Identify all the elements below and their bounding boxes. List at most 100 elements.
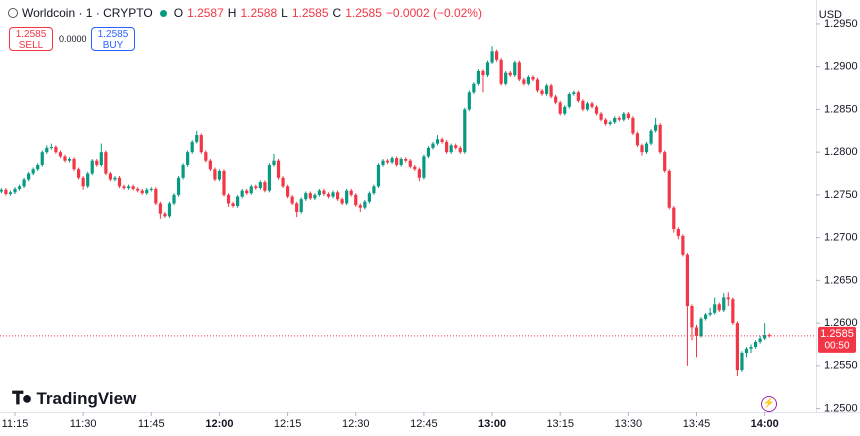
candle-body xyxy=(753,341,758,348)
candle-body xyxy=(245,190,249,194)
ohlc-value: 1.2585 xyxy=(291,6,329,20)
candle-body xyxy=(131,186,135,189)
candle-body xyxy=(163,213,167,217)
candle-body xyxy=(440,139,444,142)
candle-body xyxy=(713,304,717,313)
candle-body xyxy=(22,179,26,187)
y-tick-label: 1.2900 xyxy=(824,61,858,73)
candle-body xyxy=(531,76,535,80)
candle-body xyxy=(740,353,744,371)
candle-body xyxy=(31,169,35,174)
y-tick-label: 1.2650 xyxy=(824,274,858,286)
candle-body xyxy=(8,192,13,195)
candle-body xyxy=(299,199,303,212)
candle-body xyxy=(145,189,149,194)
candle-body xyxy=(672,207,676,230)
candle-body xyxy=(604,119,608,124)
candle-body xyxy=(649,130,653,144)
candle-body xyxy=(58,152,63,157)
candle-body xyxy=(490,51,494,63)
candle-body xyxy=(703,314,708,319)
candle-body xyxy=(590,103,594,107)
candle-body xyxy=(731,299,735,324)
candle-body xyxy=(186,152,190,165)
candle-body xyxy=(236,196,240,206)
candle-body xyxy=(281,177,285,187)
candle-body xyxy=(258,182,262,189)
y-tick-label: 1.2800 xyxy=(824,146,858,158)
candle-body xyxy=(99,152,103,165)
candle-body xyxy=(67,158,72,161)
currency[interactable]: USD xyxy=(818,9,842,21)
candle-body xyxy=(517,62,521,80)
candle-body xyxy=(349,190,353,195)
candle-body xyxy=(445,141,449,153)
candle-body xyxy=(331,192,335,197)
candle-body xyxy=(81,177,85,187)
candle-body xyxy=(13,188,17,193)
candle-body xyxy=(694,327,699,336)
candle-body xyxy=(626,113,630,118)
candle-body xyxy=(226,194,231,204)
candle-body xyxy=(635,133,640,146)
candle-body xyxy=(304,193,308,200)
candle-body xyxy=(413,166,417,170)
candle-body xyxy=(690,306,694,328)
candle-body xyxy=(340,199,344,204)
candle-body xyxy=(576,92,580,101)
candle-body xyxy=(494,51,499,60)
candle-body xyxy=(544,85,549,95)
buy-button[interactable]: 1.2585 BUY xyxy=(91,27,135,51)
symbol[interactable]: Worldcoin · 1 · CRYPTO xyxy=(22,6,153,20)
ohlc-label: O xyxy=(173,6,184,20)
alert-button[interactable]: ⚡ xyxy=(761,396,777,412)
candle-body xyxy=(358,205,362,208)
candle-body xyxy=(45,147,49,153)
x-tick-label: 11:45 xyxy=(138,418,165,430)
x-tick-label: 11:30 xyxy=(70,418,97,430)
candle-body xyxy=(622,113,626,120)
x-tick-label: 11:15 xyxy=(2,418,29,430)
x-tick-label: 12:00 xyxy=(205,418,233,430)
candle-body xyxy=(685,254,690,307)
x-tick-label: 14:00 xyxy=(751,418,779,430)
candle-body xyxy=(549,85,553,97)
candle-body xyxy=(467,92,471,110)
candle-body xyxy=(599,113,603,120)
candle-body xyxy=(744,348,749,354)
candle-body xyxy=(158,203,162,214)
sell-label: SELL xyxy=(18,40,44,51)
buy-label: BUY xyxy=(102,40,124,51)
candle-body xyxy=(222,170,226,195)
sell-button[interactable]: 1.2585 SELL xyxy=(9,27,53,51)
candle-body xyxy=(763,335,767,339)
candle-body xyxy=(176,177,181,195)
x-tick-label: 13:15 xyxy=(546,418,574,430)
candle-body xyxy=(435,139,440,144)
candle-body xyxy=(758,338,762,342)
candle-body xyxy=(449,145,453,153)
x-tick-label: 12:15 xyxy=(274,418,302,430)
candle-body xyxy=(86,173,90,187)
candle-body xyxy=(63,156,67,161)
y-tick-label: 1.2500 xyxy=(824,402,858,414)
candle-body xyxy=(27,173,31,180)
candle-body xyxy=(249,186,253,194)
y-tick-label: 1.2550 xyxy=(824,360,858,372)
candle-body xyxy=(367,193,371,202)
candle-body xyxy=(313,194,317,199)
candle-body xyxy=(485,62,490,76)
brand-name: TradingView xyxy=(36,388,137,408)
candle-body xyxy=(295,203,299,212)
candle-body xyxy=(558,102,562,114)
candle-body xyxy=(608,122,612,124)
candle-body xyxy=(17,186,22,189)
sell-price: 1.2585 xyxy=(15,29,47,40)
candle-body xyxy=(617,117,621,120)
spread: 0.0000 xyxy=(59,34,87,44)
candle-body xyxy=(717,304,721,311)
candle-body xyxy=(726,297,730,300)
candle-body xyxy=(240,190,244,197)
candle-body xyxy=(535,79,540,91)
